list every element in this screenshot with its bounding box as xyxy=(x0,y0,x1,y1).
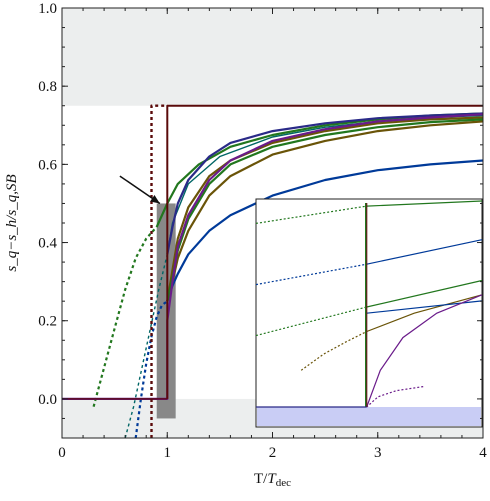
inset-line-10 xyxy=(366,294,483,408)
tick-layer: 0 1 2 3 4 0.0 0.2 0.4 0.6 0.8 1.0 xyxy=(38,1,487,461)
series-line-4 xyxy=(166,159,484,302)
inset-line-9 xyxy=(366,386,424,408)
x-axis-title-sub: dec xyxy=(276,477,291,489)
y-tick-label: 1.0 xyxy=(38,1,57,17)
inset-line-3 xyxy=(366,239,483,265)
x-tick-label: 3 xyxy=(374,445,382,461)
y-tick-label: 0.0 xyxy=(38,392,57,408)
x-axis-title-main: T/ xyxy=(254,471,268,487)
inset-band xyxy=(257,407,481,426)
inset-line-5 xyxy=(366,279,483,308)
y-axis-title: s_q−s_h/s_q,SB xyxy=(4,174,20,271)
y-tick-label: 0.2 xyxy=(38,314,57,330)
y-tick-label: 0.8 xyxy=(38,79,57,95)
y-tick-label: 0.6 xyxy=(38,157,57,173)
annotation-layer xyxy=(119,175,161,205)
inset-line-2 xyxy=(255,263,367,286)
x-tick-label: 0 xyxy=(58,445,66,461)
series-line-6 xyxy=(166,112,484,255)
x-tick-label: 1 xyxy=(164,445,172,461)
inset-line-0 xyxy=(255,205,367,224)
x-tick-label: 4 xyxy=(479,445,487,461)
x-axis-title-italic: T xyxy=(267,471,277,487)
inset-line-7 xyxy=(366,294,483,333)
series-line-1 xyxy=(124,254,168,439)
series-layer xyxy=(62,104,484,439)
inset-plot xyxy=(255,198,483,428)
shaded-region-0 xyxy=(62,8,483,106)
series-line-3 xyxy=(92,226,158,407)
shaded-region-2 xyxy=(156,203,176,419)
series-line-7 xyxy=(166,120,484,302)
arrow-head xyxy=(150,195,160,204)
x-axis-title: T/Tdec xyxy=(254,471,291,489)
inset-line-4 xyxy=(255,306,367,337)
series-line-12 xyxy=(150,104,168,438)
y-tick-label: 0.4 xyxy=(38,236,57,252)
x-tick-label: 2 xyxy=(269,445,277,461)
inset-line-1 xyxy=(366,200,483,207)
series-line-5 xyxy=(134,300,168,439)
inset-line-6 xyxy=(300,330,367,371)
